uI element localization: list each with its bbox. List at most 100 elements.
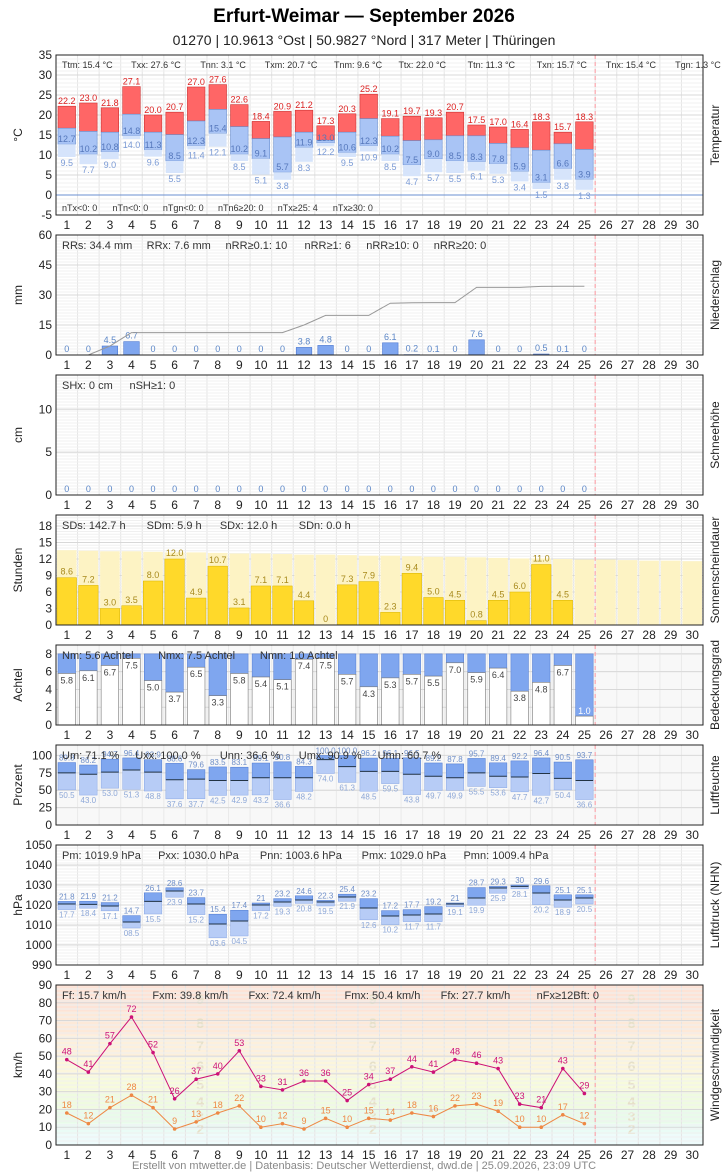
pressure-max-label: 21.8 <box>59 892 75 901</box>
humidity-max-label: 93.7 <box>577 751 593 760</box>
x-tick-label: 17 <box>405 358 419 372</box>
x-tick-label: 18 <box>427 628 441 642</box>
snow-value: 0 <box>366 484 371 494</box>
tmax-bar <box>532 121 551 151</box>
tmin-bar <box>58 144 76 157</box>
pressure-lower-bar <box>294 899 314 904</box>
pressure-min-label: 18.4 <box>81 909 97 918</box>
humidity-lower-bar <box>144 771 163 792</box>
x-tick-label: 9 <box>236 1148 243 1162</box>
x-tick-label: 6 <box>171 728 178 742</box>
tmax-label: 20.9 <box>274 101 292 111</box>
pressure-max-label: 21.9 <box>81 892 97 901</box>
stat-text: SDm: 5.9 h <box>147 520 202 532</box>
tmin-label: 9.1 <box>255 149 268 159</box>
humidity-lower-bar <box>251 777 270 796</box>
series-label-Fx: 21 <box>536 1095 546 1105</box>
sunshine-value: 7.9 <box>362 571 375 581</box>
x-tick-label: 21 <box>491 828 505 842</box>
x-tick-label: 8 <box>214 1148 221 1162</box>
snow-panel: 0 5 10 0 0 0 0 0 0 0 0 0 0 0 0 0 0 0 0 0 0 0 0 0 0 0 0 0 SHx: 0 cm nS… <box>11 374 722 512</box>
possible-sunshine-bar <box>660 560 681 625</box>
precipitation-value: 0 <box>172 344 177 354</box>
x-tick-label: 26 <box>599 628 613 642</box>
pressure-max-label: 15.4 <box>210 905 226 914</box>
x-tick-label: 30 <box>686 968 700 982</box>
sunshine-bar <box>358 581 379 626</box>
x-tick-label: 17 <box>405 498 419 512</box>
humidity-min-label: 47.7 <box>512 793 528 802</box>
tlow-label: 3.8 <box>557 181 570 191</box>
sunshine-bar <box>272 585 293 626</box>
series-label-Fm: 18 <box>213 1100 223 1110</box>
pressure-min-label: 15.2 <box>188 916 204 925</box>
x-tick-label: 9 <box>236 358 243 372</box>
plot-frame <box>55 234 704 356</box>
cloud-value: 5.5 <box>427 678 440 688</box>
x-tick-label: 1 <box>63 828 70 842</box>
y-tick-label: 75 <box>39 766 53 780</box>
stat-text: nSH≥1: 0 <box>129 380 175 392</box>
cloud-value: 5.3 <box>384 680 397 690</box>
x-tick-label: 30 <box>686 218 700 232</box>
x-tick-label: 10 <box>254 1148 268 1162</box>
y-tick-label: 15 <box>39 536 53 550</box>
humidity-min-label: 43.0 <box>81 796 97 805</box>
y-tick-label: 1000 <box>25 938 52 952</box>
pressure-lower-bar <box>187 903 206 915</box>
sunshine-value: 0 <box>323 614 328 624</box>
x-tick-label: 17 <box>405 828 419 842</box>
pressure-min-label: 17.2 <box>253 912 269 921</box>
tlow-label: 3.4 <box>513 182 526 192</box>
pressure-upper-bar <box>294 895 314 901</box>
x-tick-label: 5 <box>150 358 157 372</box>
stat-text: Fmx: 50.4 km/h <box>345 990 421 1002</box>
x-tick-label: 15 <box>362 828 376 842</box>
precipitation-value: 7.6 <box>470 329 483 339</box>
x-tick-label: 4 <box>128 728 135 742</box>
wind-panel: 2 2 23 3 34 4 45 5 56 6 67 7 78 8 89 9 90102030405060708… <box>11 978 722 1162</box>
precipitation-value: 0 <box>517 344 522 354</box>
series-point-Fm <box>302 1127 306 1131</box>
tmin-label: 12.3 <box>187 136 205 146</box>
precipitation-bar <box>295 347 313 356</box>
x-tick-label: 9 <box>236 218 243 232</box>
snow-value: 0 <box>129 484 134 494</box>
tlow-label: 5.5 <box>168 174 181 184</box>
x-tick-label: 3 <box>107 628 114 642</box>
snow-value: 0 <box>64 484 69 494</box>
cloud-gap <box>575 715 594 726</box>
pressure-min-label: 21.9 <box>339 902 355 911</box>
x-tick-label: 15 <box>362 968 376 982</box>
beaufort-label: 9 <box>628 991 636 1007</box>
precipitation-value: 0 <box>237 344 242 354</box>
y-tick-label: 20 <box>39 108 53 122</box>
x-tick-label: 19 <box>448 358 462 372</box>
sunshine-bar <box>229 607 250 626</box>
snow-value: 0 <box>237 484 242 494</box>
cloud-value: 4.8 <box>535 684 548 694</box>
tmax-label: 19.3 <box>425 108 443 118</box>
tmin-label: 10.8 <box>101 142 119 152</box>
tmin-bar <box>338 152 356 157</box>
x-tick-label: 11 <box>276 218 289 232</box>
series-label-Fm: 17 <box>558 1102 568 1112</box>
humidity-lower-bar <box>359 771 378 792</box>
tmax-label: 18.3 <box>576 112 594 122</box>
cloud-value: 5.9 <box>470 675 483 685</box>
tlow-label: 4.7 <box>406 177 419 187</box>
x-tick-label: 4 <box>128 968 135 982</box>
precipitation-value: 0 <box>582 344 587 354</box>
x-tick-label: 17 <box>405 1148 419 1162</box>
pressure-max-label: 23.2 <box>361 890 377 899</box>
tmin-label: 9.0 <box>427 149 440 159</box>
tmax-label: 19.1 <box>382 109 400 119</box>
stat-text: Nmn: 1.0 Achtel <box>260 650 338 662</box>
sunshine-bar <box>531 564 552 626</box>
sunshine-bar <box>186 597 207 626</box>
series-point-Fm <box>431 1114 436 1119</box>
humidity-max-label: 89.1 <box>253 754 269 763</box>
pressure-min-label: 08.5 <box>124 929 140 938</box>
